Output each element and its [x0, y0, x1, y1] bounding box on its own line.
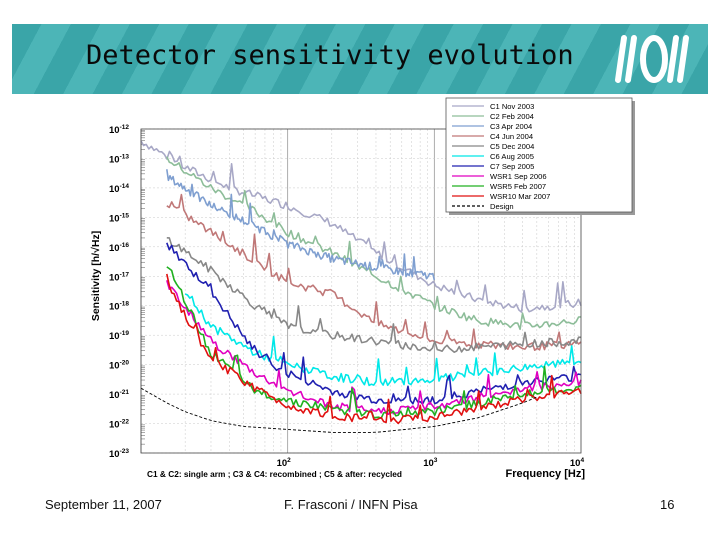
legend-label: WSR10 Mar 2007 [490, 192, 550, 201]
x-axis-label: Frequency [Hz] [506, 468, 586, 480]
legend-label: C3 Apr 2004 [490, 122, 532, 131]
sensitivity-chart: 10-1210-1310-1410-1510-1610-1710-1810-19… [84, 96, 636, 482]
title-bar [12, 24, 708, 94]
legend-label: C2 Feb 2004 [490, 112, 534, 121]
legend-label: WSR5 Feb 2007 [490, 182, 546, 191]
series-line [166, 280, 582, 415]
series-line [166, 242, 582, 405]
legend-label: WSR1 Sep 2006 [490, 172, 547, 181]
slide-title: Detector sensitivity evolution [86, 40, 574, 71]
footer-author: F. Frasconi / INFN Pisa [284, 497, 418, 512]
footer-date: September 11, 2007 [45, 497, 162, 512]
plot-frame [140, 128, 582, 454]
ego-virgo-logo-icon [615, 35, 689, 83]
series-line [184, 293, 582, 387]
configuration-annotation: C1 & C2: single arm ; C3 & C4: recombine… [147, 469, 402, 479]
legend-label: Design [490, 202, 514, 211]
legend-label: C6 Aug 2005 [490, 152, 534, 161]
legend-label: C7 Sep 2005 [490, 162, 534, 171]
series-line [166, 237, 582, 353]
legend-box [445, 97, 633, 213]
page-number: 16 [660, 497, 675, 512]
series-line [140, 140, 582, 313]
legend-label: C5 Dec 2004 [490, 142, 534, 151]
series-line [166, 273, 582, 425]
y-axis-label: Sensitivity [h/√Hz] [90, 231, 102, 321]
series-line [166, 169, 436, 281]
series-line [166, 193, 582, 351]
legend-label: C4 Jun 2004 [490, 132, 533, 141]
series-layer [140, 140, 582, 433]
series-line [166, 156, 582, 331]
legend-label: C1 Nov 2003 [490, 102, 534, 111]
series-line [140, 387, 537, 433]
